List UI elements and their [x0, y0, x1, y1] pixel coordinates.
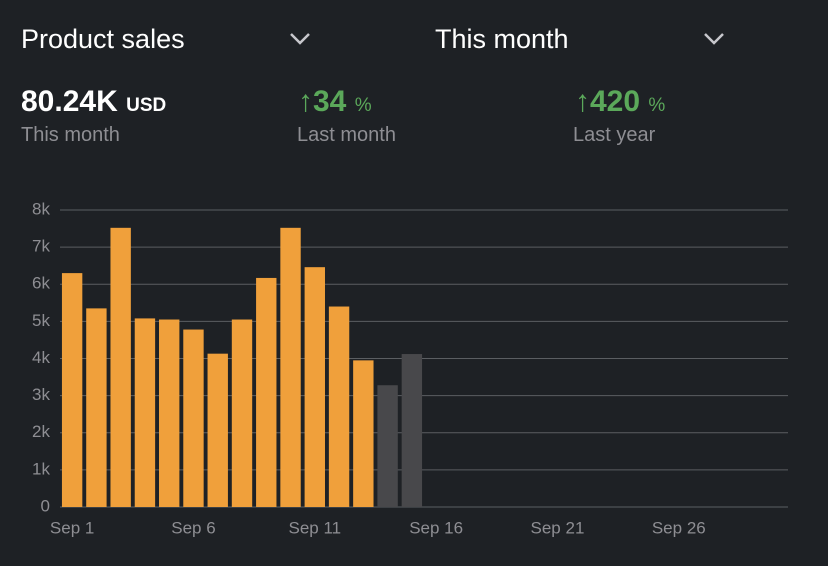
bar: [86, 308, 107, 507]
change-value: ↑34 %: [298, 85, 372, 119]
x-tick-label: Sep 1: [50, 518, 94, 537]
bar: [159, 319, 180, 507]
x-tick-label: Sep 6: [171, 518, 215, 537]
total-amount: 80.24K: [21, 85, 118, 118]
bar: [61, 273, 83, 507]
period-dropdown-label[interactable]: This month: [435, 24, 569, 54]
metric-dropdown-label[interactable]: Product sales: [21, 24, 185, 54]
change-value: ↑420 %: [575, 85, 665, 119]
bar: [353, 360, 374, 507]
bar: [401, 354, 423, 507]
y-tick-label: 1k: [32, 459, 50, 478]
y-tick-label: 4k: [32, 348, 50, 367]
bar: [134, 318, 156, 507]
change-label: Last year: [573, 124, 656, 146]
bar: [256, 277, 277, 507]
x-tick-label: Sep 26: [652, 518, 706, 537]
total-value: 80.24K USD: [21, 85, 166, 119]
bar: [304, 267, 325, 507]
change-amount: 420: [590, 85, 641, 118]
x-tick-label: Sep 21: [531, 518, 585, 537]
change-label: Last month: [297, 124, 396, 146]
y-tick-label: 6k: [32, 274, 50, 293]
x-tick-label: Sep 11: [288, 518, 341, 537]
x-tick-label: Sep 16: [409, 518, 463, 537]
bar: [328, 306, 350, 507]
y-tick-label: 5k: [32, 311, 50, 330]
y-tick-label: 2k: [32, 422, 50, 441]
bar: [280, 227, 301, 507]
chart: 0 1k 2k 3k 4k 5k 6k 7k 8k Sep 1 Sep 6 Sep 11 Sep 16 S…: [32, 199, 788, 537]
change-amount: 34: [313, 85, 347, 118]
bar: [231, 319, 253, 507]
bar: [207, 353, 228, 507]
y-tick-label: 0: [41, 496, 50, 515]
up-arrow: ↑: [298, 85, 313, 118]
up-arrow: ↑: [575, 85, 590, 118]
change-unit: %: [648, 95, 666, 116]
y-tick-label: 8k: [32, 199, 50, 218]
y-tick-label: 3k: [32, 385, 50, 404]
bar: [377, 385, 398, 507]
chevron[interactable]: [703, 32, 725, 46]
total-unit: USD: [126, 95, 167, 116]
total-label: This month: [21, 124, 120, 146]
y-tick-label: 7k: [32, 237, 50, 256]
chevron[interactable]: [289, 32, 311, 46]
bar: [110, 227, 131, 507]
change-unit: %: [354, 95, 372, 116]
bar: [183, 329, 204, 507]
